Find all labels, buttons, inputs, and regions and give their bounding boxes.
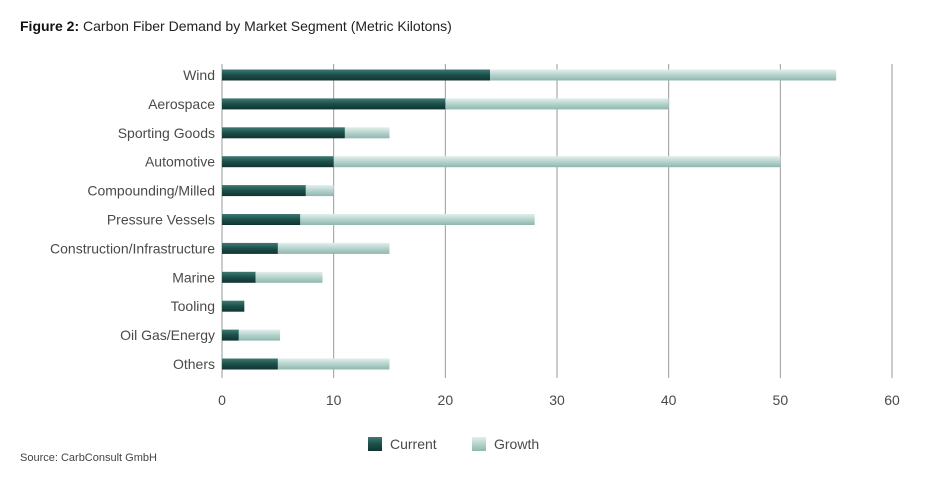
x-tick-label-30: 30	[549, 392, 565, 408]
figure-label: Figure 2:	[20, 18, 80, 34]
x-tick-label-50: 50	[773, 392, 789, 408]
x-tick-label-60: 60	[884, 392, 900, 408]
source-note: Source: CarbConsult GmbH	[20, 452, 157, 464]
category-label-construction-infrastructure: Construction/Infrastructure	[50, 240, 215, 256]
bar-growth-others	[277, 358, 390, 370]
bar-current-pressure-vessels	[222, 214, 301, 225]
bar-current-automotive	[222, 156, 334, 168]
category-label-wind: Wind	[183, 67, 215, 83]
bar-current-construction-infrastructure	[222, 242, 278, 254]
category-label-sporting-goods: Sporting Goods	[118, 125, 215, 141]
bar-current-wind	[222, 69, 490, 81]
bar-growth-marine	[255, 271, 323, 283]
x-tick-label-40: 40	[661, 392, 677, 408]
bar-current-sporting-goods	[222, 127, 345, 139]
category-label-tooling: Tooling	[171, 298, 215, 314]
bar-growth-sporting-goods	[344, 127, 390, 139]
bar-current-tooling	[222, 300, 245, 312]
category-label-aerospace: Aerospace	[148, 96, 215, 112]
bar-growth-aerospace	[445, 98, 669, 110]
bar-growth-wind	[490, 69, 837, 81]
bar-growth-compounding-milled	[305, 185, 334, 197]
legend-label-current: Current	[390, 436, 437, 452]
category-label-pressure-vessels: Pressure Vessels	[107, 212, 215, 228]
chart-title: Figure 2: Carbon Fiber Demand by Market …	[20, 18, 452, 34]
legend-label-growth: Growth	[494, 436, 539, 452]
category-label-marine: Marine	[172, 269, 215, 285]
bar-growth-automotive	[333, 156, 781, 168]
category-label-automotive: Automotive	[145, 154, 215, 170]
category-label-others: Others	[173, 356, 215, 372]
category-label-compounding-milled: Compounding/Milled	[87, 183, 215, 199]
bar-current-others	[222, 358, 278, 370]
bar-growth-pressure-vessels	[300, 214, 535, 225]
legend-swatch-growth	[472, 437, 486, 451]
bar-growth-construction-infrastructure	[277, 242, 390, 254]
x-tick-label-10: 10	[326, 392, 342, 408]
bar-current-aerospace	[222, 98, 446, 110]
bar-current-marine	[222, 271, 256, 283]
bar-current-compounding-milled	[222, 185, 306, 197]
bar-current-oil-gas-energy	[222, 329, 239, 341]
category-label-oil-gas-energy: Oil Gas/Energy	[120, 327, 215, 343]
figure-title-text: Carbon Fiber Demand by Market Segment (M…	[83, 18, 452, 34]
x-tick-label-0: 0	[218, 392, 226, 408]
x-tick-label-20: 20	[438, 392, 454, 408]
bar-growth-oil-gas-energy	[238, 329, 281, 341]
legend-swatch-current	[368, 437, 382, 451]
